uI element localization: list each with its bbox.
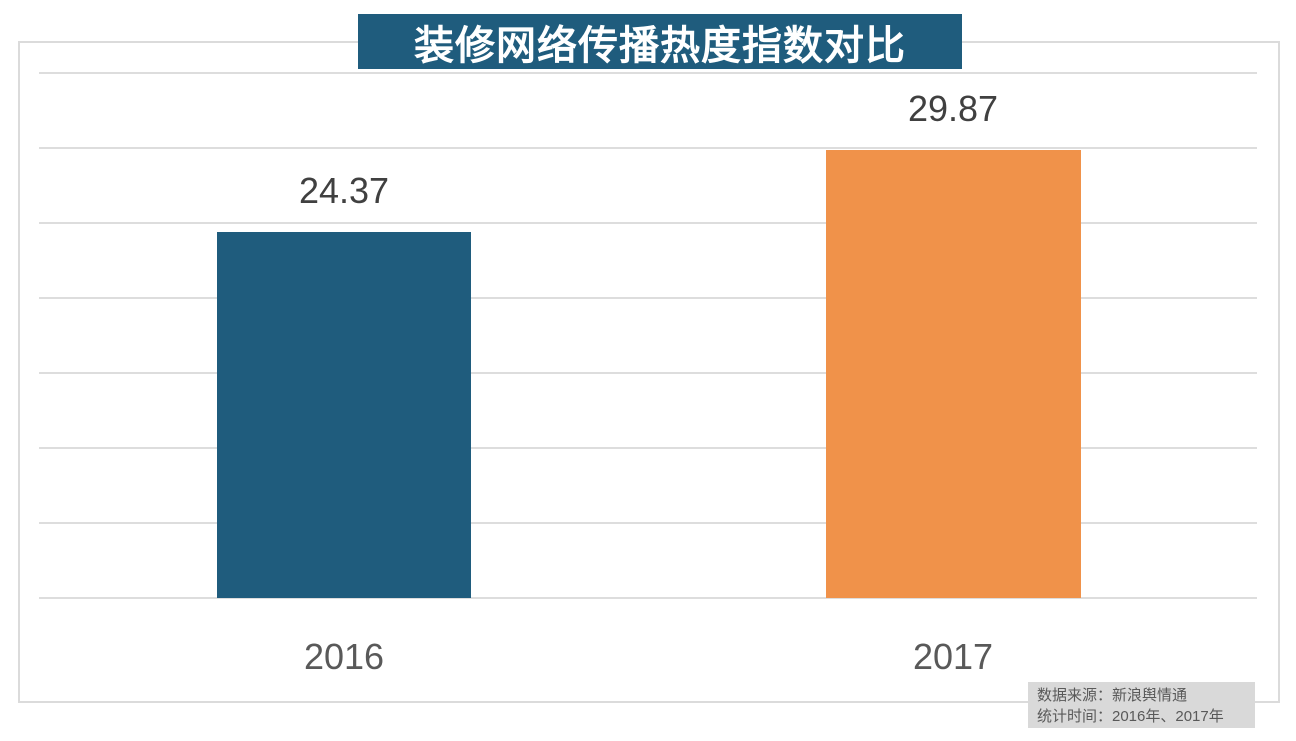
gridline	[39, 297, 1257, 299]
gridline	[39, 522, 1257, 524]
chart-title: 装修网络传播热度指数对比	[414, 23, 906, 68]
source-note-box: 数据来源：新浪舆情通 统计时间：2016年、2017年	[1028, 682, 1255, 728]
gridline	[39, 447, 1257, 449]
gridline	[39, 372, 1257, 374]
source-note-line1: 数据来源：新浪舆情通	[1037, 687, 1188, 704]
gridline	[39, 72, 1257, 74]
value-label-2016: 24.37	[298, 170, 390, 211]
x-axis-label-2016: 2016	[303, 636, 385, 677]
bar-2017	[826, 150, 1081, 598]
gridline	[39, 597, 1257, 599]
source-note-line2: 统计时间：2016年、2017年	[1037, 708, 1224, 725]
bar-2016	[217, 232, 471, 598]
gridline	[39, 222, 1257, 224]
value-label-2017: 29.87	[907, 88, 999, 129]
x-axis-label-2017: 2017	[912, 636, 994, 677]
gridline	[39, 147, 1257, 149]
chart-title-banner: 装修网络传播热度指数对比	[358, 14, 962, 69]
